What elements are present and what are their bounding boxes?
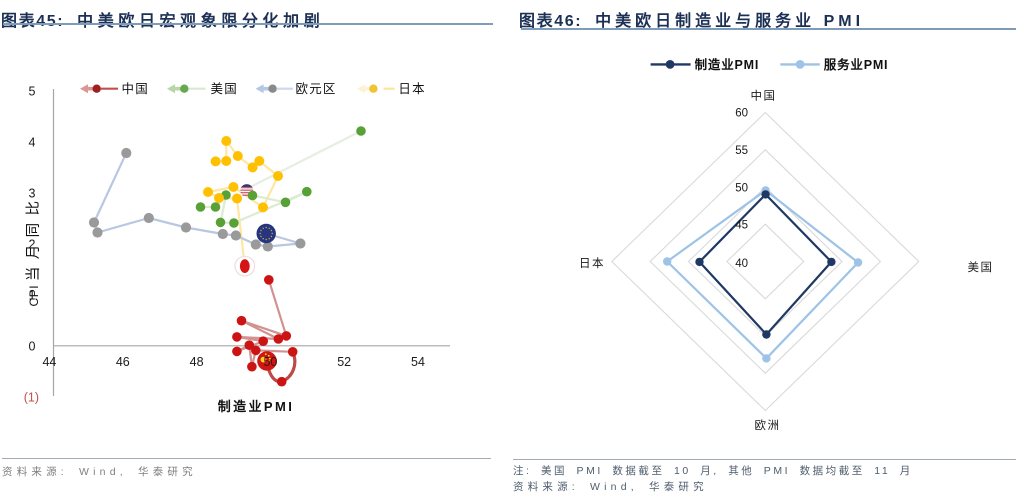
svg-text:50: 50 [263,355,277,369]
svg-text:3: 3 [29,187,36,201]
svg-text:1: 1 [29,289,36,303]
svg-text:52: 52 [337,355,351,369]
svg-text:欧洲: 欧洲 [755,419,781,432]
svg-text:美国: 美国 [211,82,238,96]
svg-text:(1): (1) [24,391,39,405]
svg-text:美国: 美国 [968,260,994,274]
svg-text:50: 50 [735,183,748,195]
svg-text:0: 0 [29,340,36,354]
svg-text:60: 60 [735,108,748,120]
svg-text:48: 48 [190,355,204,369]
svg-text:44: 44 [42,355,56,369]
svg-text:中国: 中国 [751,90,777,103]
svg-text:45: 45 [735,220,748,232]
svg-text:40: 40 [735,258,748,270]
svg-text:CPI 当月同比: CPI 当月同比 [25,194,42,307]
svg-text:4: 4 [29,136,36,150]
svg-text:制造业PMI: 制造业PMI [695,57,760,72]
svg-text:中国: 中国 [122,81,149,96]
svg-text:欧元区: 欧元区 [296,82,337,96]
svg-text:46: 46 [116,355,130,369]
svg-text:服务业PMI: 服务业PMI [824,57,889,72]
svg-text:日本: 日本 [398,82,425,96]
svg-text:日本: 日本 [579,256,605,270]
svg-text:制造业PMI: 制造业PMI [218,399,295,414]
svg-text:55: 55 [735,145,748,157]
svg-text:54: 54 [411,355,425,369]
svg-text:5: 5 [29,85,36,99]
svg-text:2: 2 [29,238,36,252]
